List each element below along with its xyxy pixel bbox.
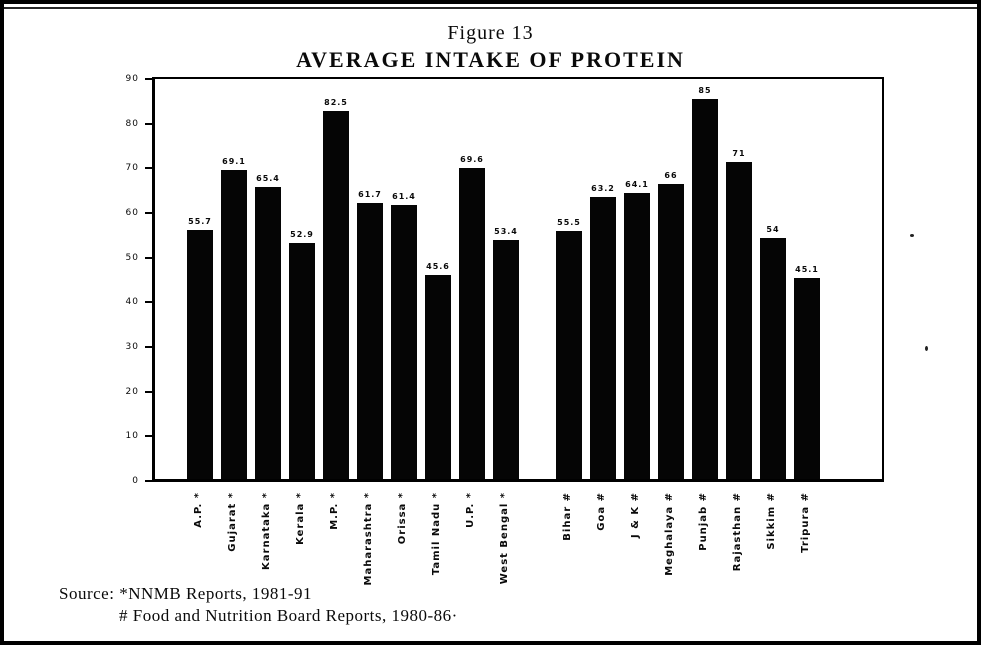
bar-value-label: 45.1 <box>795 264 819 274</box>
bar-value-label: 64.1 <box>625 179 649 189</box>
source-line-2: # Food and Nutrition Board Reports, 1980… <box>119 606 458 625</box>
bar <box>391 204 417 479</box>
y-axis-tick <box>145 256 155 259</box>
bar-value-label: 55.5 <box>557 218 581 228</box>
y-axis-tick-label: 10 <box>125 431 139 442</box>
y-axis-tick <box>145 390 155 393</box>
plot-area: 0 10 20 30 40 50 60 70 80 90 55.7 A.P. * 69.1 Gujarat… <box>126 74 884 586</box>
bar <box>556 231 582 479</box>
x-axis-label: Sikkim # <box>766 492 777 550</box>
bar-value-label: 82.5 <box>324 97 348 107</box>
bar-value-label: 85 <box>698 86 712 96</box>
bar <box>425 275 451 479</box>
x-axis-label: Goa # <box>596 492 607 531</box>
y-axis-tick-label: 80 <box>125 118 139 129</box>
chart-title: AVERAGE INTAKE OF PROTEIN <box>296 47 685 72</box>
x-axis-label: Tamil Nadu * <box>431 492 442 576</box>
x-axis-label: West Bengal * <box>499 492 510 585</box>
scan-speck <box>910 234 914 237</box>
x-axis-label: Bihar # <box>562 492 573 541</box>
bar-value-label: 54 <box>766 224 780 234</box>
y-axis-tick <box>145 212 155 214</box>
bar-value-label: 66 <box>664 171 678 181</box>
y-axis-tick <box>145 435 155 438</box>
x-axis-label: A.P. * <box>193 492 204 528</box>
y-axis-tick-label: 50 <box>125 252 139 263</box>
source-note: Source: *NNMB Reports, 1981-91 # Food an… <box>59 584 458 626</box>
y-axis-tick <box>145 122 155 125</box>
x-axis-label: J & K # <box>630 492 641 539</box>
y-axis-tick-label: 0 <box>132 476 139 486</box>
x-axis-label: Maharashtra * <box>363 492 374 586</box>
y-axis-tick-label: 90 <box>125 74 139 84</box>
bar-value-label: 53.4 <box>494 227 518 237</box>
bar <box>624 192 650 479</box>
bar <box>221 170 247 479</box>
source-line-1: Source: *NNMB Reports, 1981-91 <box>59 584 312 603</box>
bar <box>357 203 383 479</box>
bar-value-label: 55.7 <box>188 217 212 227</box>
bar <box>794 277 820 479</box>
y-axis-tick <box>145 346 155 348</box>
bar-value-label: 61.7 <box>358 190 382 200</box>
source-prefix: Source: <box>59 584 115 603</box>
y-axis-tick <box>145 301 155 304</box>
bar-value-label: 52.9 <box>290 229 314 239</box>
y-axis-tick <box>145 167 155 170</box>
y-axis-tick-label: 20 <box>125 386 139 397</box>
y-axis-tick <box>145 480 155 482</box>
bar <box>323 110 349 479</box>
x-axis-label: Meghalaya # <box>664 492 675 576</box>
bar <box>658 184 684 479</box>
chart-header: Figure 13 AVERAGE INTAKE OF PROTEIN <box>4 22 977 73</box>
bar-value-label: 69.6 <box>460 155 484 165</box>
x-axis-label: Karnataka * <box>261 492 272 570</box>
y-axis-tick-label: 30 <box>125 342 139 352</box>
y-axis-tick-label: 70 <box>125 163 139 174</box>
bar-value-label: 61.4 <box>392 191 416 201</box>
x-axis-label: Kerala * <box>295 492 306 545</box>
y-axis-tick <box>145 78 155 80</box>
x-axis-label: M.P. * <box>329 492 340 530</box>
x-axis-label: Tripura # <box>800 492 811 553</box>
x-axis-label: Punjab # <box>698 492 709 551</box>
bar <box>289 242 315 479</box>
bar <box>493 240 519 479</box>
x-axis-label: U.P. * <box>465 492 476 528</box>
scan-speck <box>925 346 928 351</box>
bar-value-label: 69.1 <box>222 157 246 167</box>
bar <box>760 237 786 479</box>
y-axis-tick-label: 60 <box>125 208 139 218</box>
figure-number: Figure 13 <box>447 22 534 44</box>
bar-value-label: 71 <box>732 148 746 158</box>
bar <box>459 168 485 479</box>
bar-value-label: 63.2 <box>591 183 615 193</box>
x-axis-label: Rajasthan # <box>732 492 743 572</box>
bar <box>590 196 616 479</box>
bar <box>692 99 718 479</box>
bar-value-label: 65.4 <box>256 173 280 183</box>
bar <box>255 186 281 479</box>
x-axis-label: Gujarat * <box>227 492 238 552</box>
bar <box>187 230 213 479</box>
x-axis-label: Orissa * <box>397 492 408 545</box>
y-axis-tick-label: 40 <box>125 297 139 308</box>
bar-value-label: 45.6 <box>426 262 450 272</box>
bar <box>726 161 752 479</box>
